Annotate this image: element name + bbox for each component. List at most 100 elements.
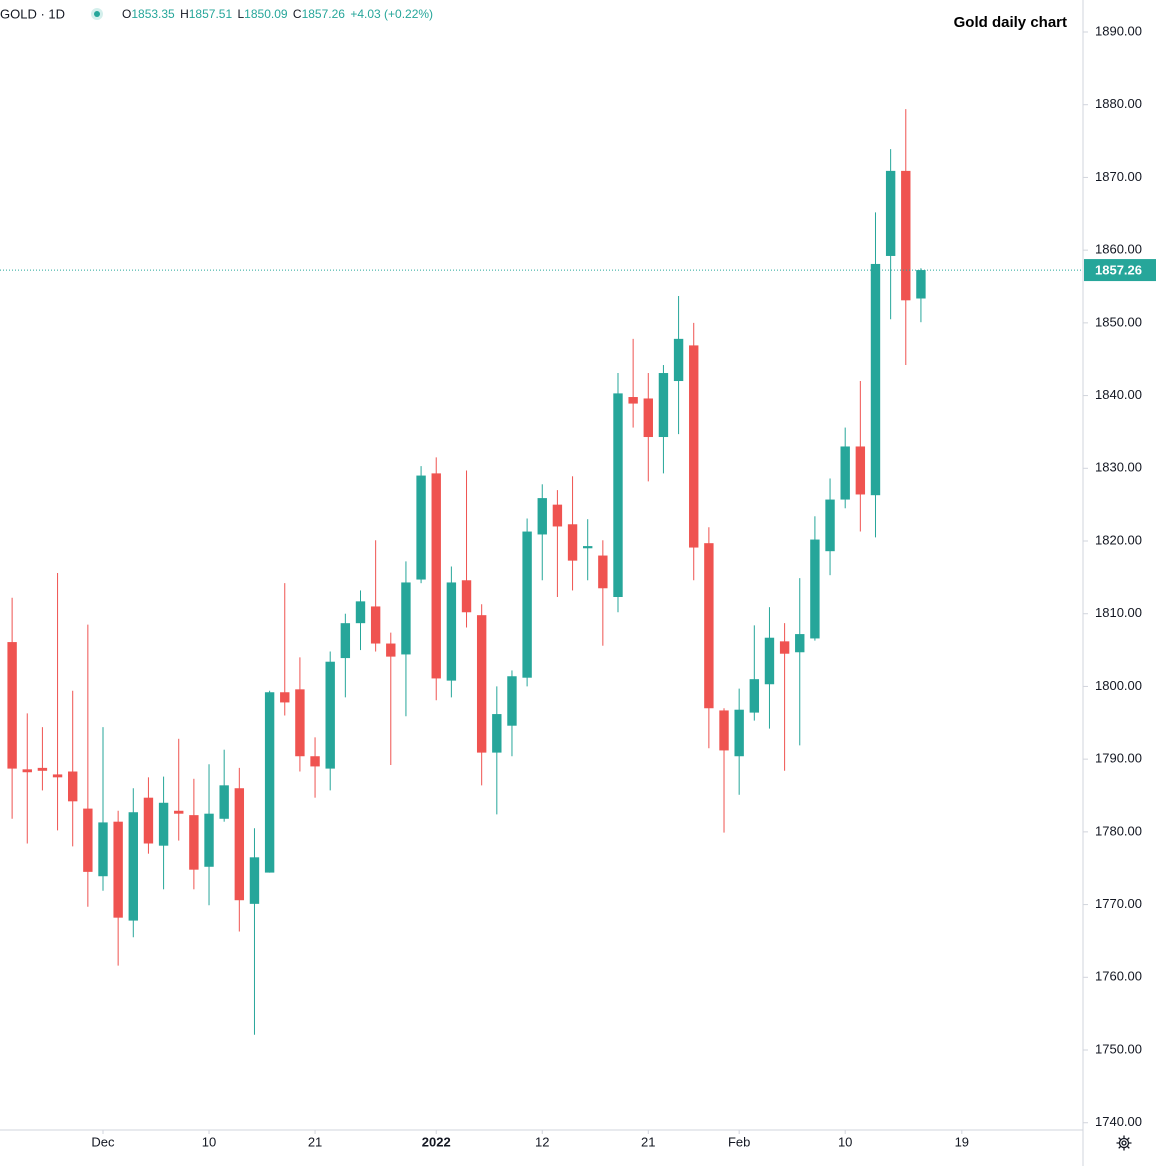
candle-body [446, 582, 457, 681]
x-tick-label: 10 [202, 1134, 216, 1149]
status-dot [94, 11, 100, 17]
candle-body [613, 393, 623, 597]
y-tick-label: 1750.00 [1095, 1041, 1142, 1056]
last-price-box [1084, 259, 1156, 282]
candle-body [628, 397, 638, 404]
symbol: GOLD · 1D [0, 6, 65, 21]
y-tick-label: 1810.00 [1095, 605, 1142, 620]
candle-body [234, 788, 245, 901]
x-tick-label: 21 [308, 1134, 322, 1149]
candle-body [779, 641, 790, 654]
x-tick-label: 12 [535, 1134, 549, 1149]
y-tick-label: 1830.00 [1095, 460, 1142, 475]
candle-body [219, 785, 229, 819]
candle-body [68, 771, 78, 802]
y-tick-label: 1890.00 [1095, 23, 1142, 38]
settings-icon[interactable] [1116, 1135, 1132, 1151]
value: 1857.26 [302, 7, 346, 21]
value: 1850.09 [244, 7, 288, 21]
candle-body [552, 504, 563, 527]
candle-body [264, 692, 275, 873]
y-tick-label: 1770.00 [1095, 896, 1142, 911]
candle-body [704, 543, 714, 709]
candle-body [355, 601, 366, 624]
label: H [180, 7, 189, 21]
candle-body [567, 524, 578, 561]
x-tick-label: 21 [641, 1134, 655, 1149]
candle-body [325, 661, 335, 769]
y-tick-label: 1870.00 [1095, 169, 1142, 184]
y-tick-label: 1790.00 [1095, 751, 1142, 766]
y-tick-label: 1820.00 [1095, 532, 1142, 547]
x-tick-label: Feb [728, 1134, 750, 1149]
candle-body [174, 810, 184, 814]
candle-body [764, 637, 775, 685]
candle-body [795, 634, 805, 653]
label: O [122, 7, 131, 21]
change: +4.03 (+0.22%) [350, 7, 433, 21]
candle-body [870, 263, 881, 496]
candle-body [492, 714, 502, 753]
label: C [293, 7, 302, 21]
candle-body [204, 813, 214, 867]
candle-body [249, 857, 260, 904]
candle-body [825, 499, 835, 552]
candle-body [113, 821, 123, 918]
candle-body [840, 446, 850, 500]
candle-body [901, 170, 911, 301]
candle-body [386, 643, 396, 657]
candle-body [431, 473, 441, 679]
candle-body [643, 398, 653, 438]
candle-body [719, 710, 729, 751]
candle-body [810, 539, 820, 639]
last-price-label: 1857.26 [1095, 263, 1142, 278]
candle-body [476, 615, 487, 753]
x-tick-label: 2022 [422, 1134, 451, 1149]
candle-body [158, 802, 169, 846]
candle-body [658, 373, 669, 438]
candle-body [598, 555, 608, 589]
candle-body [416, 475, 426, 580]
x-tick-label: Dec [91, 1134, 115, 1149]
candle-body [583, 546, 593, 549]
candle-body [189, 815, 199, 870]
candle-body [295, 689, 305, 757]
candle-body [689, 345, 699, 548]
y-tick-label: 1780.00 [1095, 823, 1142, 838]
candle-body [522, 531, 532, 678]
y-tick-label: 1850.00 [1095, 314, 1142, 329]
candle-body [916, 270, 926, 299]
value: 1853.35 [131, 7, 175, 21]
candle-body [370, 606, 381, 644]
value: 1857.51 [189, 7, 233, 21]
candle-body [673, 338, 684, 382]
label: L [237, 7, 244, 21]
y-tick-label: 1800.00 [1095, 678, 1142, 693]
candle-body [143, 797, 154, 844]
candle-body [52, 774, 63, 778]
candle-body [310, 756, 320, 767]
candle-body [340, 623, 351, 659]
plot-area [0, 109, 1083, 1035]
x-tick-label: 19 [955, 1134, 969, 1149]
y-tick-label: 1880.00 [1095, 96, 1142, 111]
y-tick-label: 1760.00 [1095, 969, 1142, 984]
chart-title: Gold daily chart [954, 14, 1067, 31]
candle-body [507, 676, 517, 726]
candle-body [98, 822, 108, 877]
candle-body [461, 580, 472, 613]
y-tick-label: 1840.00 [1095, 387, 1142, 402]
candle-body [734, 709, 744, 757]
candle-body [537, 498, 547, 535]
candle-body [855, 446, 866, 495]
ohlc-legend: O1853.35 H1857.51 L1850.09 C1857.26 +4.0… [122, 7, 433, 21]
candle-body [885, 170, 896, 256]
candle-body [749, 679, 760, 713]
candle-body [401, 582, 411, 655]
candle-body [128, 812, 138, 921]
x-tick-label: 10 [838, 1134, 852, 1149]
candle-body [37, 767, 48, 771]
candle-body [7, 642, 17, 769]
